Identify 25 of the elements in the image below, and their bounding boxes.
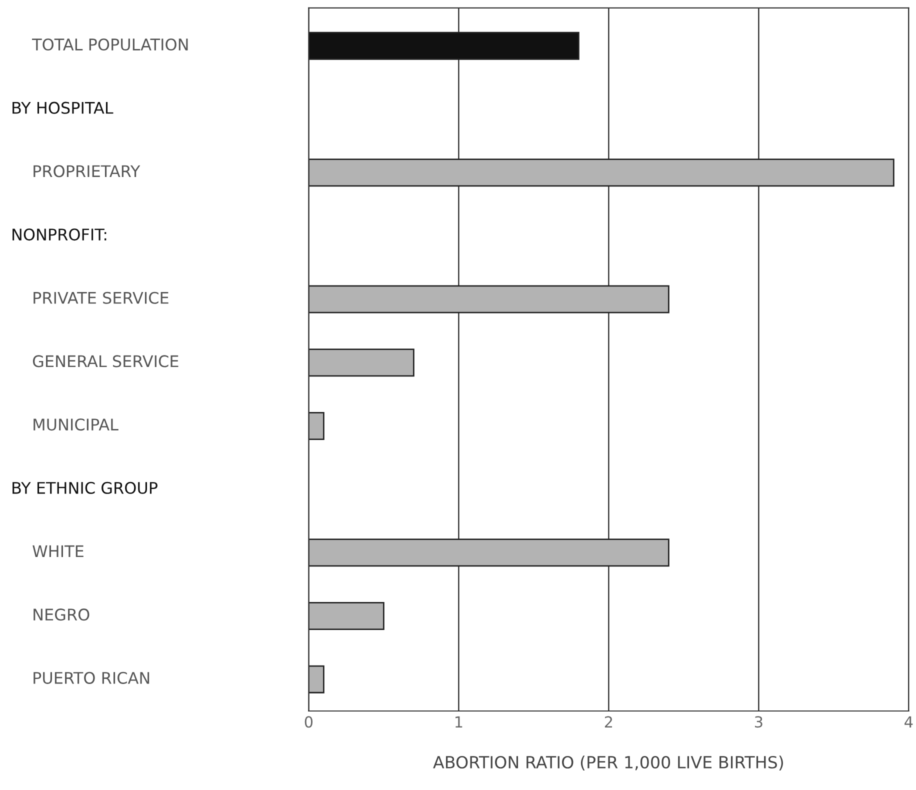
y-tick-label: PROPRIETARY bbox=[34, 165, 140, 178]
y-tick-label: TOTAL POPULATION bbox=[32, 38, 188, 51]
bar bbox=[308, 665, 324, 694]
x-axis-title: ABORTION RATIO (PER 1,000 LIVE BIRTHS) bbox=[433, 756, 783, 771]
bar bbox=[308, 348, 414, 377]
text: BY HOSPITAL bbox=[12, 102, 114, 114]
y-tick-label: NEGRO bbox=[34, 608, 90, 621]
y-tick-label: GENERAL SERVICE bbox=[32, 355, 178, 368]
x-tick-label: 1 bbox=[456, 716, 462, 728]
x-tick-label: 3 bbox=[754, 716, 762, 728]
bar bbox=[308, 285, 670, 314]
text: NONPROFIT: bbox=[12, 228, 106, 241]
y-tick-label: PRIVATE SERVICE bbox=[34, 292, 168, 304]
x-tick-label: 2 bbox=[604, 716, 612, 728]
bar bbox=[308, 412, 324, 440]
bar bbox=[308, 602, 384, 630]
bar bbox=[308, 32, 580, 60]
bar bbox=[308, 538, 670, 567]
y-tick-label: MUNICIPAL bbox=[34, 418, 118, 431]
x-tick-label: 0 bbox=[304, 716, 313, 728]
y-tick-label: PUERTO RICAN bbox=[34, 672, 150, 684]
bar bbox=[308, 158, 894, 187]
text: BY ETHNIC GROUP bbox=[12, 482, 158, 494]
y-tick-label: WHITE bbox=[32, 545, 84, 558]
x-tick-label: 4 bbox=[904, 716, 913, 728]
